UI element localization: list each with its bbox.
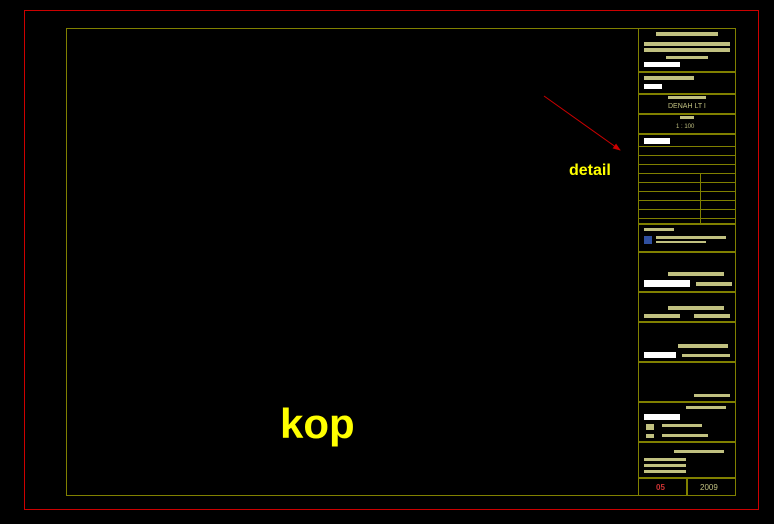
kop-label: kop xyxy=(280,400,355,448)
tb-fill-11b xyxy=(644,414,680,420)
tb-fill-11e xyxy=(646,434,654,438)
tb-rev-line xyxy=(638,182,736,183)
tb-fill-12b xyxy=(644,458,686,461)
tb-fill-7c xyxy=(696,282,732,286)
tb-fill-1d xyxy=(666,56,708,59)
tb-rev-line xyxy=(638,200,736,201)
tb-fill-9c xyxy=(682,354,730,357)
tb-fill-6b xyxy=(644,236,652,244)
tb-fill-11f xyxy=(662,434,708,437)
tb-fill-8a xyxy=(668,306,724,310)
tb-fill-7b xyxy=(644,280,690,287)
cad-drawing-canvas: DENAH LT I 1 : 100 xyxy=(0,0,774,524)
tb-rev-line xyxy=(638,191,736,192)
tb-fill-1b xyxy=(644,42,730,46)
tb-fill-11a xyxy=(686,406,726,409)
tb-rev-line xyxy=(638,218,736,219)
tb-rev-line xyxy=(638,173,736,174)
tb-fill-9b xyxy=(644,352,676,358)
tb-fill-7a xyxy=(668,272,724,276)
tb-rev-line xyxy=(638,155,736,156)
tb-fill-1e xyxy=(644,62,680,67)
tb-rev-line xyxy=(638,209,736,210)
sheet-no-text: 05 xyxy=(656,483,665,492)
tb-fill-6c xyxy=(656,236,726,239)
tb-fill-12a xyxy=(674,450,724,453)
tb-fill-12d xyxy=(644,470,686,473)
titleblock: DENAH LT I 1 : 100 xyxy=(638,28,736,496)
tb-fill-1a xyxy=(656,32,718,36)
tb-fill-11d xyxy=(662,424,702,427)
tb-fill-10a xyxy=(694,394,730,397)
detail-label: detail xyxy=(569,162,611,180)
tb-fill-9a xyxy=(678,344,728,348)
inner-frame xyxy=(66,28,736,496)
tb-fill-5a xyxy=(644,138,670,144)
tb-fill-8b xyxy=(644,314,680,318)
drawing-title-text: DENAH LT I xyxy=(668,103,706,110)
tb-fill-3a xyxy=(668,96,706,99)
scale-text: 1 : 100 xyxy=(676,124,694,130)
tb-fill-1c xyxy=(644,48,730,52)
tb-fill-6a xyxy=(644,228,674,231)
tb-rev-line xyxy=(638,146,736,147)
tb-fill-2a xyxy=(644,76,694,80)
year-text: 2009 xyxy=(700,483,718,492)
tb-fill-2b xyxy=(644,84,662,89)
tb-fill-12c xyxy=(644,464,686,467)
tb-fill-11c xyxy=(646,424,654,430)
tb-fill-8c xyxy=(694,314,730,318)
tb-fill-4a xyxy=(680,116,694,119)
tb-rev-vline xyxy=(700,173,701,224)
tb-section-revisions xyxy=(638,134,736,224)
tb-rev-line xyxy=(638,164,736,165)
tb-fill-6d xyxy=(656,241,706,243)
